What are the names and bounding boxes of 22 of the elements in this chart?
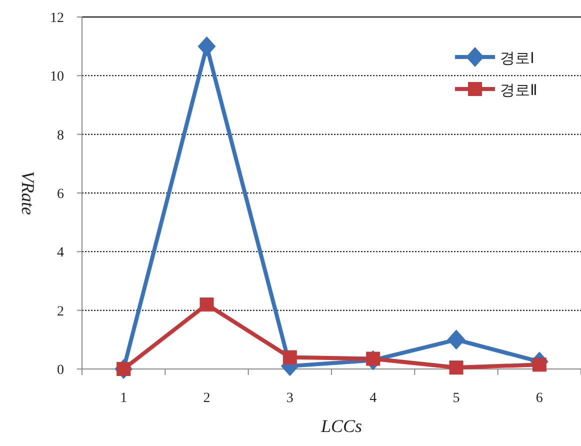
y-tick-label: 2 — [57, 304, 64, 320]
point — [282, 350, 297, 364]
y-tick-label: 8 — [57, 128, 64, 144]
y-tick-label: 0 — [57, 363, 64, 378]
y-tick-label: 4 — [57, 246, 64, 261]
point — [449, 360, 464, 375]
x-tick-label: 4 — [370, 391, 377, 406]
point — [198, 36, 216, 56]
x-tick-label: 6 — [536, 391, 543, 406]
y-tick-label: 12 — [50, 11, 64, 26]
y-tick-label: 10 — [50, 70, 64, 85]
x-tick-label: 2 — [203, 391, 210, 406]
legend-label: 경로Ⅰ — [500, 49, 534, 67]
legend-label: 경로Ⅱ — [500, 81, 538, 99]
x-tick-label: 1 — [120, 391, 128, 406]
x-tick-label: 3 — [286, 391, 294, 406]
point — [200, 297, 214, 312]
point — [447, 330, 466, 350]
y-tick-label: 6 — [57, 187, 64, 202]
x-tick-label: 5 — [452, 391, 460, 406]
x-axis-title: LCCs — [320, 416, 362, 436]
y-axis-title: VRate — [18, 171, 38, 215]
